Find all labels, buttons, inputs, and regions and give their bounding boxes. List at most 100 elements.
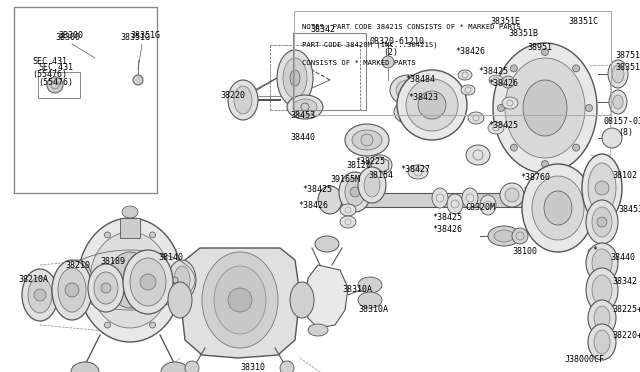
Ellipse shape — [277, 50, 313, 106]
Ellipse shape — [609, 90, 627, 114]
Circle shape — [597, 217, 607, 227]
Ellipse shape — [540, 178, 580, 222]
Text: 38351G: 38351G — [130, 31, 160, 39]
Circle shape — [82, 277, 88, 283]
Ellipse shape — [364, 173, 380, 197]
Ellipse shape — [390, 75, 426, 105]
Circle shape — [185, 361, 199, 372]
Ellipse shape — [505, 58, 585, 158]
Circle shape — [595, 181, 609, 195]
Ellipse shape — [90, 232, 170, 328]
Text: (55476): (55476) — [32, 70, 67, 78]
Ellipse shape — [340, 204, 356, 216]
Ellipse shape — [70, 266, 86, 294]
Text: *38225: *38225 — [355, 157, 385, 167]
Bar — [120, 218, 140, 238]
Text: *38426: *38426 — [298, 201, 328, 209]
Ellipse shape — [78, 218, 182, 342]
Ellipse shape — [522, 164, 594, 252]
Bar — [14, 7, 157, 193]
Ellipse shape — [488, 122, 504, 134]
Ellipse shape — [494, 230, 514, 242]
Ellipse shape — [608, 60, 628, 88]
Text: SEC.431: SEC.431 — [32, 58, 67, 67]
Ellipse shape — [588, 324, 616, 360]
Circle shape — [65, 283, 79, 297]
Ellipse shape — [283, 58, 307, 98]
Circle shape — [361, 134, 373, 146]
Text: 08157-0301E: 08157-0301E — [603, 118, 640, 126]
Text: 38102: 38102 — [612, 170, 637, 180]
Ellipse shape — [358, 292, 382, 308]
Circle shape — [541, 160, 548, 167]
Text: *38427: *38427 — [400, 166, 430, 174]
Ellipse shape — [432, 188, 448, 208]
Circle shape — [502, 76, 514, 88]
Ellipse shape — [594, 306, 610, 330]
Ellipse shape — [94, 272, 118, 304]
Text: 38225+A: 38225+A — [612, 305, 640, 314]
Ellipse shape — [318, 186, 342, 214]
Ellipse shape — [468, 112, 484, 124]
Text: PART CODE 38420M (INC...38421S): PART CODE 38420M (INC...38421S) — [303, 42, 438, 48]
Ellipse shape — [122, 206, 138, 218]
Text: *: * — [592, 246, 597, 254]
Circle shape — [104, 322, 111, 328]
Ellipse shape — [592, 207, 612, 237]
Bar — [293, 33, 366, 110]
Circle shape — [403, 85, 413, 95]
Ellipse shape — [58, 268, 86, 312]
Bar — [294, 11, 611, 115]
Ellipse shape — [418, 91, 446, 119]
Ellipse shape — [394, 100, 426, 124]
Text: 38440: 38440 — [290, 132, 315, 141]
Circle shape — [104, 232, 111, 238]
Ellipse shape — [532, 176, 584, 240]
Text: 3B300: 3B300 — [55, 33, 80, 42]
Text: (55476): (55476) — [38, 77, 73, 87]
Ellipse shape — [613, 95, 623, 109]
Ellipse shape — [400, 104, 420, 120]
Text: 38220: 38220 — [220, 92, 245, 100]
Text: 38440: 38440 — [610, 253, 635, 263]
Ellipse shape — [339, 172, 371, 212]
Ellipse shape — [592, 275, 612, 305]
Ellipse shape — [493, 43, 597, 173]
Ellipse shape — [480, 195, 496, 215]
Ellipse shape — [22, 269, 58, 321]
Circle shape — [500, 183, 524, 207]
Text: 38342: 38342 — [310, 26, 335, 35]
Circle shape — [228, 288, 252, 312]
Ellipse shape — [588, 300, 616, 336]
Circle shape — [602, 128, 622, 148]
Circle shape — [172, 277, 178, 283]
Text: *38426: *38426 — [455, 48, 485, 57]
Ellipse shape — [228, 80, 258, 120]
Ellipse shape — [28, 277, 52, 313]
Ellipse shape — [462, 188, 478, 208]
Text: *38760: *38760 — [520, 173, 550, 183]
Ellipse shape — [287, 95, 323, 119]
Ellipse shape — [88, 264, 124, 312]
Text: 38351G: 38351G — [120, 33, 150, 42]
Ellipse shape — [544, 191, 572, 225]
Ellipse shape — [447, 194, 463, 214]
Ellipse shape — [345, 178, 365, 206]
Ellipse shape — [161, 362, 189, 372]
Text: *38425: *38425 — [302, 186, 332, 195]
Circle shape — [133, 75, 143, 85]
Text: 38342: 38342 — [612, 278, 637, 286]
Ellipse shape — [71, 362, 99, 372]
Circle shape — [510, 144, 517, 151]
Ellipse shape — [234, 86, 252, 114]
Ellipse shape — [458, 70, 472, 80]
Ellipse shape — [406, 79, 458, 131]
Text: C8320M: C8320M — [465, 203, 495, 212]
Ellipse shape — [408, 165, 428, 179]
Ellipse shape — [612, 65, 624, 83]
Circle shape — [101, 283, 111, 293]
Circle shape — [47, 77, 63, 93]
Circle shape — [140, 274, 156, 290]
Ellipse shape — [358, 167, 386, 203]
Ellipse shape — [586, 268, 618, 312]
